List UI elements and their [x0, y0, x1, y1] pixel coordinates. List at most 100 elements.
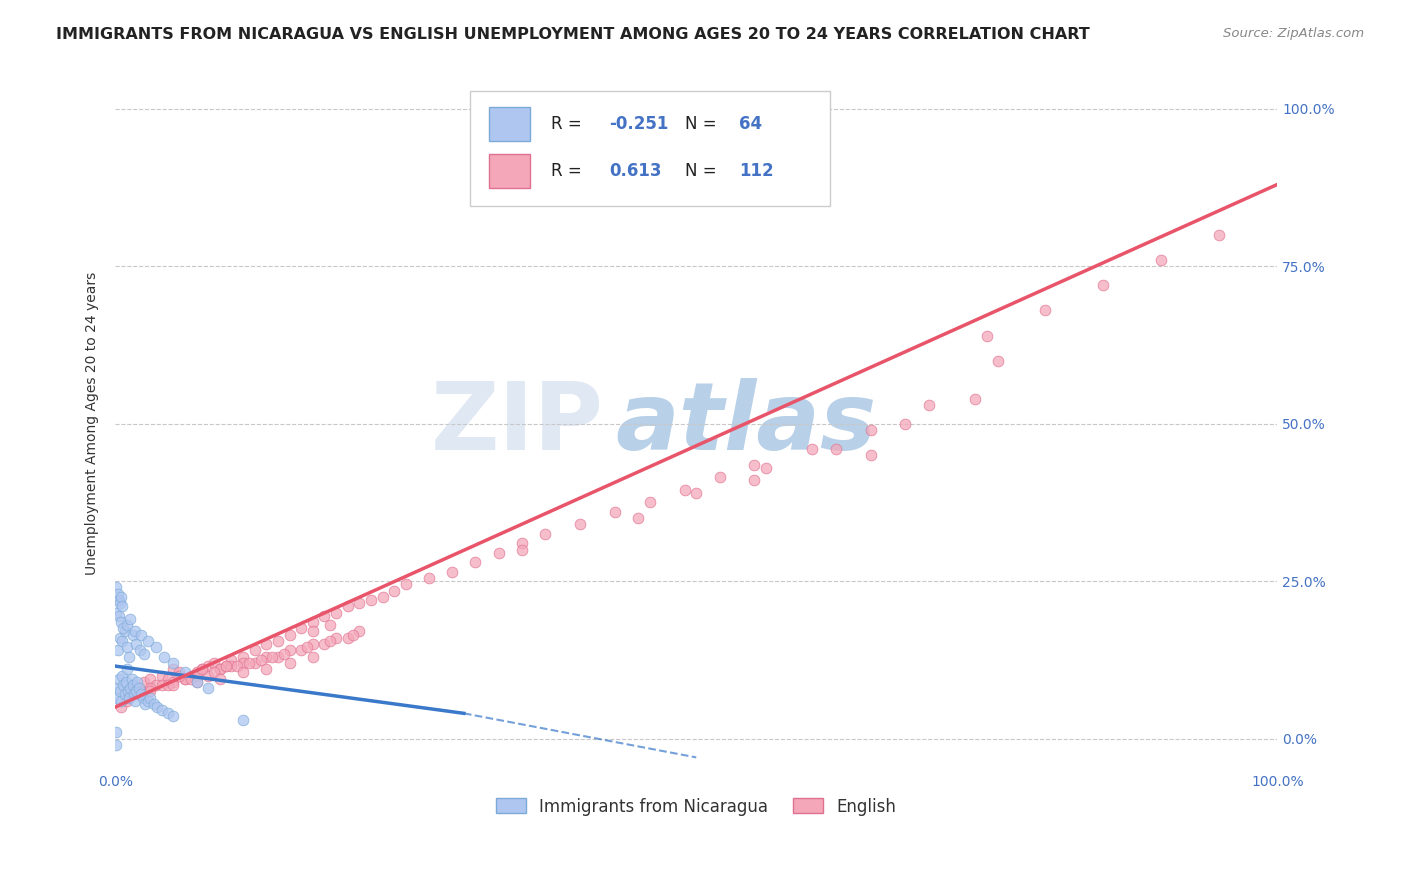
Point	[278, 656, 301, 670]
Point	[142, 697, 165, 711]
Point	[129, 627, 152, 641]
Point	[107, 643, 129, 657]
Point	[918, 398, 941, 412]
Point	[208, 672, 231, 686]
Point	[267, 634, 290, 648]
Point	[208, 662, 231, 676]
Point	[464, 555, 486, 569]
Text: -0.251: -0.251	[609, 115, 668, 133]
Point	[325, 631, 347, 645]
Point	[273, 647, 295, 661]
Point	[262, 649, 284, 664]
Point	[221, 659, 243, 673]
Point	[134, 688, 156, 702]
Text: atlas: atlas	[614, 377, 876, 470]
Point	[1033, 303, 1056, 318]
Point	[132, 690, 155, 705]
Point	[115, 694, 138, 708]
Point	[186, 674, 208, 689]
Point	[197, 659, 219, 673]
Point	[134, 674, 156, 689]
Point	[121, 627, 143, 641]
Point	[744, 474, 766, 488]
Point	[894, 417, 917, 431]
Point	[243, 656, 266, 670]
Point	[117, 684, 139, 698]
Point	[342, 627, 364, 641]
Point	[673, 483, 696, 497]
Point	[290, 621, 312, 635]
FancyBboxPatch shape	[489, 153, 530, 188]
Point	[603, 505, 626, 519]
Point	[112, 678, 135, 692]
Point	[638, 495, 661, 509]
Point	[371, 590, 394, 604]
Point	[114, 624, 136, 639]
Point	[1150, 253, 1173, 268]
Point	[238, 656, 260, 670]
Point	[202, 665, 225, 680]
Point	[108, 684, 131, 698]
Point	[112, 621, 135, 635]
Point	[125, 684, 148, 698]
Point	[128, 688, 150, 702]
Point	[105, 738, 128, 752]
Point	[145, 678, 167, 692]
Text: N =: N =	[685, 162, 721, 180]
Point	[145, 640, 167, 655]
Point	[107, 681, 129, 695]
FancyBboxPatch shape	[489, 106, 530, 141]
Text: N =: N =	[685, 115, 721, 133]
Point	[226, 659, 249, 673]
Point	[186, 665, 208, 680]
Point	[139, 681, 162, 695]
Text: R =: R =	[551, 162, 588, 180]
Point	[382, 583, 405, 598]
Point	[301, 637, 323, 651]
Text: 112: 112	[740, 162, 773, 180]
Point	[1208, 227, 1230, 242]
Point	[162, 709, 184, 723]
Point	[301, 624, 323, 639]
Point	[824, 442, 846, 456]
Text: IMMIGRANTS FROM NICARAGUA VS ENGLISH UNEMPLOYMENT AMONG AGES 20 TO 24 YEARS CORR: IMMIGRANTS FROM NICARAGUA VS ENGLISH UNE…	[56, 27, 1090, 42]
Text: 64: 64	[740, 115, 762, 133]
Point	[319, 618, 342, 632]
Point	[202, 656, 225, 670]
Point	[139, 672, 162, 686]
FancyBboxPatch shape	[470, 91, 830, 205]
Point	[167, 665, 190, 680]
Point	[111, 634, 134, 648]
Point	[162, 656, 184, 670]
Text: ZIP: ZIP	[430, 377, 603, 470]
Point	[418, 571, 440, 585]
Point	[174, 672, 197, 686]
Point	[127, 674, 149, 689]
Point	[110, 694, 132, 708]
Point	[162, 678, 184, 692]
Point	[118, 649, 141, 664]
Point	[336, 599, 359, 614]
Point	[174, 665, 197, 680]
Text: Source: ZipAtlas.com: Source: ZipAtlas.com	[1223, 27, 1364, 40]
Point	[105, 725, 128, 739]
Point	[744, 458, 766, 472]
Point	[191, 662, 214, 676]
Point	[965, 392, 987, 406]
Point	[859, 423, 882, 437]
Point	[278, 627, 301, 641]
Point	[111, 668, 134, 682]
Point	[134, 697, 156, 711]
Point	[208, 662, 231, 676]
Point	[114, 674, 136, 689]
Point	[139, 684, 162, 698]
Point	[709, 470, 731, 484]
Point	[128, 681, 150, 695]
Text: R =: R =	[551, 115, 588, 133]
Point	[174, 672, 197, 686]
Point	[510, 536, 533, 550]
Point	[124, 624, 146, 639]
Point	[249, 653, 271, 667]
Point	[114, 688, 136, 702]
Point	[859, 448, 882, 462]
